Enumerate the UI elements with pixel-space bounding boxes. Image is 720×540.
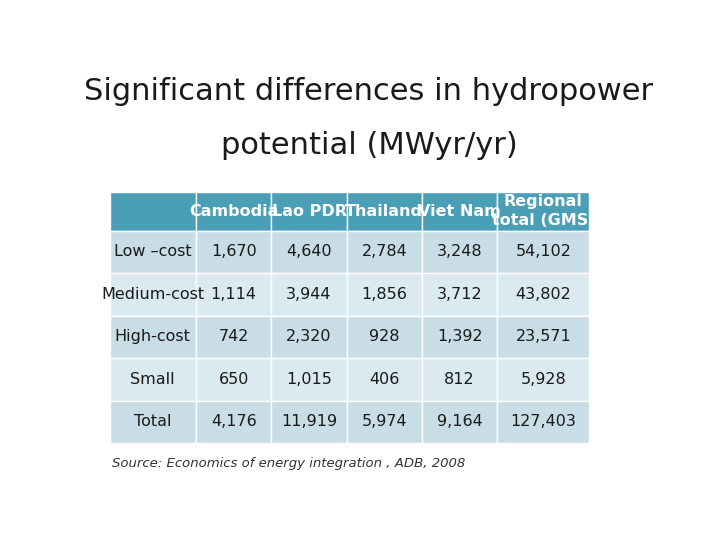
FancyBboxPatch shape — [196, 401, 271, 443]
FancyBboxPatch shape — [422, 273, 498, 316]
Text: Cambodia: Cambodia — [189, 204, 279, 219]
Text: 43,802: 43,802 — [516, 287, 571, 302]
Text: Medium-cost: Medium-cost — [102, 287, 204, 302]
FancyBboxPatch shape — [347, 231, 422, 273]
FancyBboxPatch shape — [271, 192, 347, 231]
Text: 127,403: 127,403 — [510, 414, 576, 429]
FancyBboxPatch shape — [498, 316, 590, 358]
FancyBboxPatch shape — [498, 358, 590, 401]
FancyBboxPatch shape — [498, 231, 590, 273]
Text: 1,114: 1,114 — [211, 287, 257, 302]
FancyBboxPatch shape — [498, 273, 590, 316]
FancyBboxPatch shape — [347, 273, 422, 316]
FancyBboxPatch shape — [347, 358, 422, 401]
FancyBboxPatch shape — [422, 401, 498, 443]
Text: 928: 928 — [369, 329, 400, 345]
FancyBboxPatch shape — [196, 273, 271, 316]
FancyBboxPatch shape — [498, 401, 590, 443]
FancyBboxPatch shape — [109, 401, 196, 443]
Text: 3,712: 3,712 — [437, 287, 482, 302]
Text: potential (MWyr/yr): potential (MWyr/yr) — [220, 131, 518, 160]
FancyBboxPatch shape — [347, 401, 422, 443]
Text: 742: 742 — [218, 329, 249, 345]
Text: Lao PDR: Lao PDR — [271, 204, 346, 219]
Text: 2,784: 2,784 — [361, 245, 408, 259]
Text: 812: 812 — [444, 372, 475, 387]
FancyBboxPatch shape — [109, 192, 196, 231]
Text: 1,670: 1,670 — [211, 245, 256, 259]
Text: 4,640: 4,640 — [287, 245, 332, 259]
Text: Thailand: Thailand — [346, 204, 423, 219]
FancyBboxPatch shape — [422, 358, 498, 401]
Text: Small: Small — [130, 372, 175, 387]
FancyBboxPatch shape — [347, 192, 422, 231]
FancyBboxPatch shape — [422, 231, 498, 273]
FancyBboxPatch shape — [196, 192, 271, 231]
Text: 1,856: 1,856 — [361, 287, 408, 302]
Text: Viet Nam: Viet Nam — [418, 204, 501, 219]
Text: Significant differences in hydropower: Significant differences in hydropower — [84, 77, 654, 106]
FancyBboxPatch shape — [196, 358, 271, 401]
FancyBboxPatch shape — [271, 316, 347, 358]
Text: 2,320: 2,320 — [287, 329, 332, 345]
Text: Low –cost: Low –cost — [114, 245, 192, 259]
FancyBboxPatch shape — [109, 273, 196, 316]
Text: 54,102: 54,102 — [516, 245, 571, 259]
FancyBboxPatch shape — [422, 192, 498, 231]
Text: Total: Total — [134, 414, 171, 429]
Text: 5,928: 5,928 — [521, 372, 566, 387]
FancyBboxPatch shape — [498, 192, 590, 231]
Text: 1,015: 1,015 — [286, 372, 332, 387]
FancyBboxPatch shape — [196, 231, 271, 273]
Text: 3,248: 3,248 — [437, 245, 482, 259]
FancyBboxPatch shape — [271, 231, 347, 273]
Text: High-cost: High-cost — [114, 329, 191, 345]
Text: Source: Economics of energy integration , ADB, 2008: Source: Economics of energy integration … — [112, 457, 466, 470]
Text: 3,944: 3,944 — [287, 287, 332, 302]
FancyBboxPatch shape — [422, 316, 498, 358]
FancyBboxPatch shape — [347, 316, 422, 358]
Text: Regional
total (GMS): Regional total (GMS) — [492, 194, 595, 228]
Text: 1,392: 1,392 — [437, 329, 482, 345]
FancyBboxPatch shape — [109, 316, 196, 358]
Text: 406: 406 — [369, 372, 400, 387]
FancyBboxPatch shape — [109, 231, 196, 273]
FancyBboxPatch shape — [271, 358, 347, 401]
Text: 9,164: 9,164 — [437, 414, 482, 429]
Text: 4,176: 4,176 — [211, 414, 256, 429]
Text: 23,571: 23,571 — [516, 329, 571, 345]
FancyBboxPatch shape — [271, 401, 347, 443]
Text: 650: 650 — [218, 372, 249, 387]
FancyBboxPatch shape — [196, 316, 271, 358]
FancyBboxPatch shape — [109, 358, 196, 401]
Text: 11,919: 11,919 — [281, 414, 337, 429]
FancyBboxPatch shape — [271, 273, 347, 316]
Text: 5,974: 5,974 — [361, 414, 407, 429]
